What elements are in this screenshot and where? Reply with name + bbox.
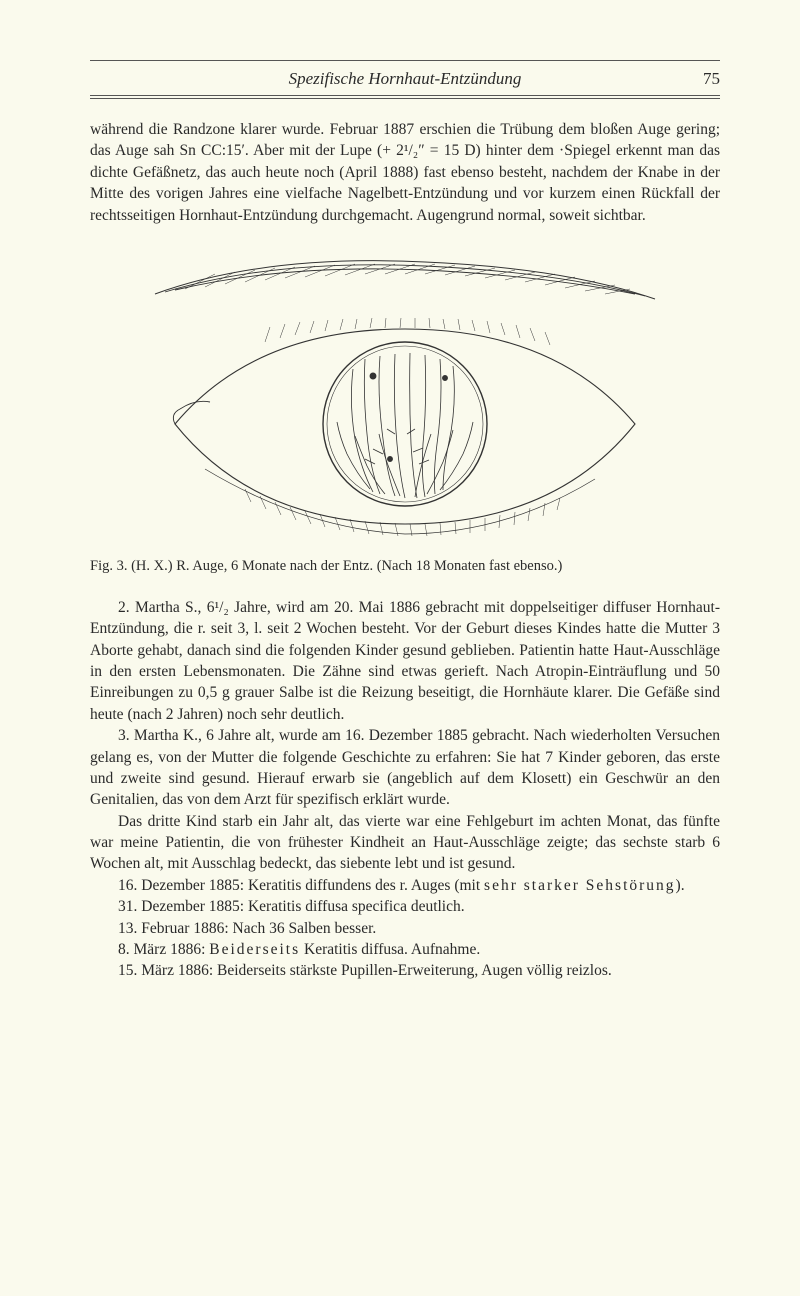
emphasis-text: sehr starker Sehstörung — [484, 877, 676, 894]
page-number: 75 — [670, 69, 720, 89]
paragraph-4: Das dritte Kind starb ein Jahr alt, das … — [90, 811, 720, 875]
paragraph-5: 16. Dezember 1885: Keratitis diffundens … — [90, 875, 720, 896]
figure-caption: Fig. 3. (H. X.) R. Auge, 6 Monate nach d… — [90, 558, 720, 575]
paragraph-7: 13. Februar 1886: Nach 36 Salben besser. — [90, 918, 720, 939]
emphasis-text: Beiderseits — [209, 941, 300, 958]
paragraph-1: während die Randzone klarer wurde. Febru… — [90, 119, 720, 226]
body-continuation: 2. Martha S., 6¹/₂ Jahre, wird am 20. Ma… — [90, 597, 720, 982]
paragraph-2: 2. Martha S., 6¹/₂ Jahre, wird am 20. Ma… — [90, 597, 720, 725]
page-header: Spezifische Hornhaut-Entzündung 75 — [90, 60, 720, 99]
eye-figure — [125, 244, 685, 544]
paragraph-3: 3. Martha K., 6 Jahre alt, wurde am 16. … — [90, 725, 720, 811]
running-head: Spezifische Hornhaut-Entzündung — [140, 69, 670, 89]
paragraph-8: 8. März 1886: Beiderseits Keratitis diff… — [90, 939, 720, 960]
paragraph-6: 31. Dezember 1885: Keratitis diffusa spe… — [90, 896, 720, 917]
paragraph-9: 15. März 1886: Beiderseits stärkste Pupi… — [90, 960, 720, 981]
body-text: während die Randzone klarer wurde. Febru… — [90, 119, 720, 226]
